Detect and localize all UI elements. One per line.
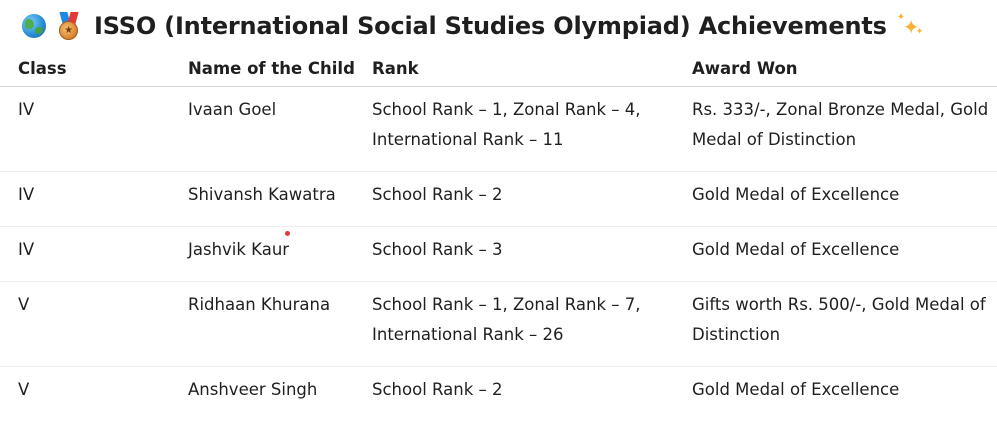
column-header-class: Class — [0, 50, 188, 87]
cell-class: IV — [18, 185, 35, 204]
table-header-row: Class Name of the Child Rank Award Won — [0, 50, 997, 87]
achievements-table: Class Name of the Child Rank Award Won I… — [0, 50, 997, 421]
sparkles-icon: ✦ ✦ ✦ — [896, 12, 924, 39]
cell-class: IV — [18, 240, 35, 259]
cell-name: Shivansh Kawatra — [188, 185, 336, 204]
table-row: V Anshveer Singh School Rank – 2 Gold Me… — [0, 367, 997, 422]
cell-name: Ivaan Goel — [188, 100, 277, 119]
cell-rank: School Rank – 2 — [372, 380, 503, 399]
column-header-name: Name of the Child — [188, 50, 372, 87]
cell-award: Gold Medal of Excellence — [692, 185, 900, 204]
cell-rank: School Rank – 1, Zonal Rank – 7, Interna… — [372, 295, 641, 344]
cell-award: Rs. 333/-, Zonal Bronze Medal, Gold Meda… — [692, 100, 989, 149]
page-title-text: ISSO (International Social Studies Olymp… — [94, 12, 887, 40]
table-row: IV Jashvik Kaur School Rank – 3 Gold Med… — [0, 226, 997, 282]
medal-icon: ★ — [56, 12, 82, 40]
cell-class: V — [18, 380, 30, 399]
column-header-rank: Rank — [372, 50, 692, 87]
red-dot-marker — [285, 231, 290, 236]
cell-class: IV — [18, 100, 35, 119]
globe-icon — [22, 14, 46, 38]
table-row: IV Shivansh Kawatra School Rank – 2 Gold… — [0, 171, 997, 227]
cell-award: Gold Medal of Excellence — [692, 380, 900, 399]
page-title: ★ ISSO (International Social Studies Oly… — [22, 8, 923, 44]
cell-rank: School Rank – 1, Zonal Rank – 4, Interna… — [372, 100, 641, 149]
column-header-award: Award Won — [692, 50, 997, 87]
table-row: V Ridhaan Khurana School Rank – 1, Zonal… — [0, 281, 997, 367]
cell-name: Jashvik Kaur — [188, 240, 290, 259]
cell-name: Ridhaan Khurana — [188, 295, 331, 314]
cell-name: Anshveer Singh — [188, 380, 318, 399]
cell-award: Gold Medal of Excellence — [692, 240, 900, 259]
cell-rank: School Rank – 3 — [372, 240, 503, 259]
cell-award: Gifts worth Rs. 500/-, Gold Medal of Dis… — [692, 295, 986, 344]
table-row: IV Ivaan Goel School Rank – 1, Zonal Ran… — [0, 86, 997, 172]
cell-class: V — [18, 295, 30, 314]
cell-rank: School Rank – 2 — [372, 185, 503, 204]
